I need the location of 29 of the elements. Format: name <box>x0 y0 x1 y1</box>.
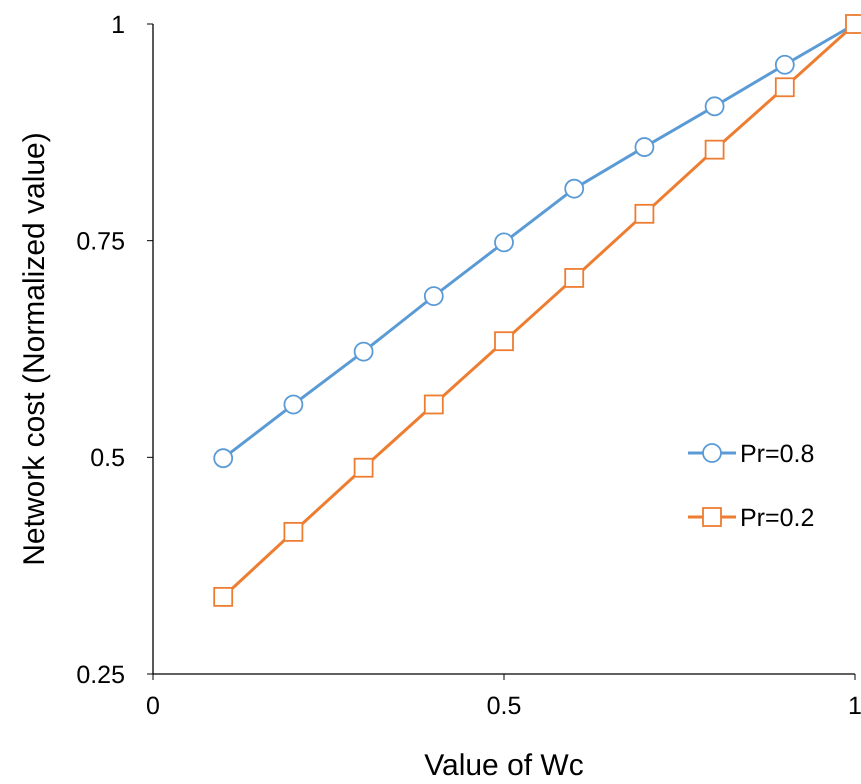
point <box>354 342 374 362</box>
point <box>704 140 724 160</box>
y-tick-label: 0.5 <box>90 444 125 472</box>
point <box>284 522 304 542</box>
point <box>634 204 654 224</box>
point <box>704 96 724 116</box>
point <box>774 54 795 75</box>
x-tick-label: 1 <box>848 692 861 720</box>
point <box>634 137 654 157</box>
point <box>494 232 514 252</box>
legend-label: Pr=0.2 <box>740 504 814 532</box>
point <box>213 448 234 468</box>
y-tick-label: 1 <box>111 10 125 39</box>
x-axis-title: Value of Wc <box>424 749 584 782</box>
point <box>564 178 584 199</box>
y-tick-label: 0.75 <box>76 227 125 256</box>
point <box>284 394 304 414</box>
point <box>354 458 374 478</box>
point <box>774 77 795 98</box>
x-tick-label: 0 <box>146 692 160 720</box>
point <box>424 286 444 306</box>
point <box>494 331 514 352</box>
x-tick-label: 0.5 <box>486 692 522 720</box>
y-tick-label: 0.25 <box>76 660 125 689</box>
y-axis-title: Network cost (Normalized value) <box>18 132 51 566</box>
point <box>213 586 234 607</box>
point <box>564 268 584 288</box>
point <box>424 394 444 414</box>
legend-label: Pr=0.8 <box>740 440 814 468</box>
